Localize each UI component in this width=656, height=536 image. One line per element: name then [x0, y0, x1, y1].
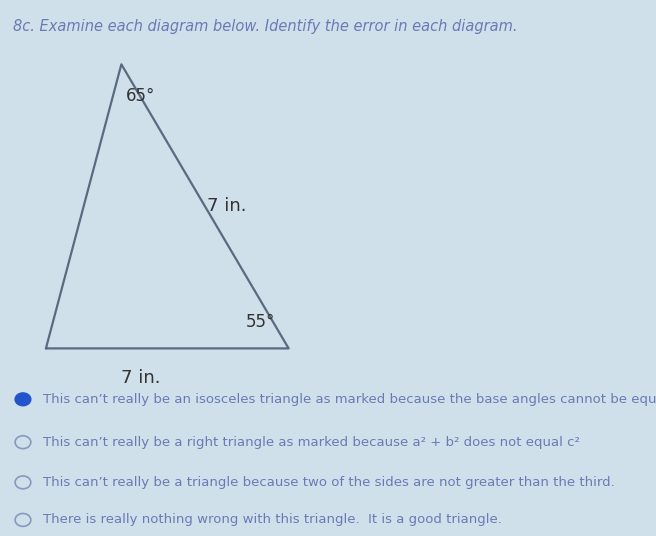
- Text: 7 in.: 7 in.: [207, 197, 246, 215]
- Text: There is really nothing wrong with this triangle.  It is a good triangle.: There is really nothing wrong with this …: [43, 513, 502, 526]
- Text: 55°: 55°: [246, 312, 276, 331]
- Text: This can’t really be a right triangle as marked because a² + b² does not equal c: This can’t really be a right triangle as…: [43, 436, 579, 449]
- Text: 65°: 65°: [126, 87, 155, 106]
- Circle shape: [15, 513, 31, 526]
- Circle shape: [15, 436, 31, 449]
- Circle shape: [15, 393, 31, 406]
- Text: 8c. Examine each diagram below. Identify the error in each diagram.: 8c. Examine each diagram below. Identify…: [13, 19, 518, 34]
- Text: 7 in.: 7 in.: [121, 369, 161, 387]
- Text: This can’t really be an isosceles triangle as marked because the base angles can: This can’t really be an isosceles triang…: [43, 393, 656, 406]
- Circle shape: [15, 476, 31, 489]
- Text: This can’t really be a triangle because two of the sides are not greater than th: This can’t really be a triangle because …: [43, 476, 615, 489]
